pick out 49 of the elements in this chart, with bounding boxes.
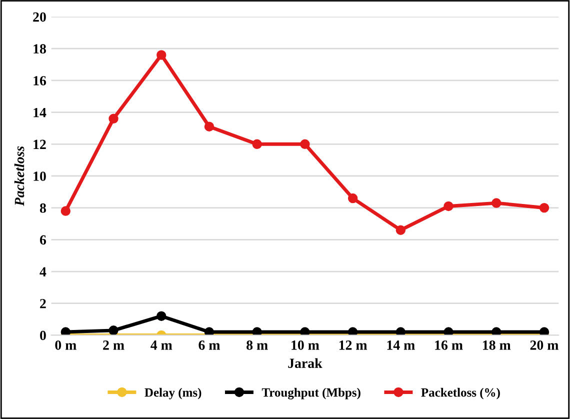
y-tick-label: 18 [34,44,46,54]
point [396,225,406,235]
y-tick-label: 12 [34,140,46,149]
legend-label: Delay (ms) [144,388,202,400]
y-tick-label: 10 [34,172,46,181]
legend-label: Troughput (Mbps) [262,388,360,400]
x-tick-label: 20 m [530,340,558,350]
x-tick-label: 8 m [246,340,268,350]
point [108,114,118,124]
point [396,327,406,336]
x-tick-label: 14 m [387,340,415,350]
x-tick-label: 4 m [150,340,172,350]
y-tick-label: 20 [33,12,46,22]
point [60,327,71,336]
x-tick-label: 2 m [103,340,124,350]
y-tick-label: 14 [34,108,46,118]
point [252,139,262,149]
point [108,326,118,336]
point [60,206,71,216]
y-tick-label: 0 [40,330,46,340]
y-tick-label: 8 [40,203,46,213]
y-tick-label: 4 [40,267,46,276]
point [444,201,454,212]
y-axis-title: Packetloss [14,146,24,206]
point [539,202,550,213]
y-tick-label: 16 [34,76,46,86]
x-axis-title: Jarak [288,358,322,368]
point [300,327,310,336]
point [492,327,502,336]
x-tick-label: 6 m [198,340,220,350]
point [539,327,550,336]
x-tick-label: 18 m [483,340,511,350]
point [204,122,214,132]
point [204,327,214,336]
legend-label: Packetloss (%) [421,388,500,400]
point [300,139,310,149]
point [156,311,166,321]
point [252,327,262,336]
point [444,327,454,336]
x-tick-label: 10 m [292,340,320,350]
point [492,198,502,208]
x-tick-label: 12 m [339,340,368,350]
point [156,50,166,60]
x-tick-label: 0 m [55,340,76,350]
point [348,327,358,336]
x-tick-label: 16 m [435,340,463,350]
y-tick-label: 2 [40,298,46,308]
point [348,193,358,204]
y-tick-label: 6 [40,235,46,245]
